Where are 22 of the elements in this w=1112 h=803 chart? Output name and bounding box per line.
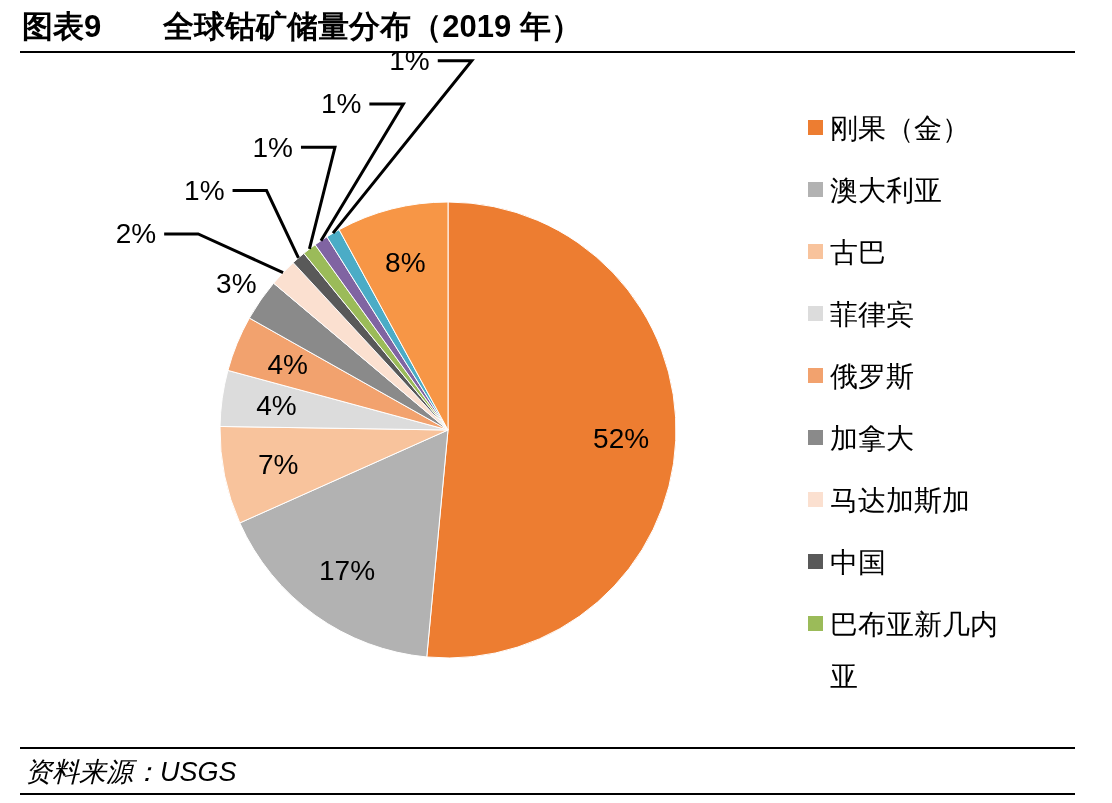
data-label: 8% xyxy=(385,246,426,278)
data-label: 17% xyxy=(319,555,376,587)
chart-title: 图表9 全球钴矿储量分布（2019 年） xyxy=(22,8,582,44)
data-label: 4% xyxy=(267,348,308,380)
legend-label: 中国 xyxy=(830,546,886,578)
data-label: 4% xyxy=(256,390,297,422)
legend-label: 菲律宾 xyxy=(830,298,914,330)
legend-label: 古巴 xyxy=(830,236,886,268)
text: 资料来源：USGS xyxy=(25,757,237,787)
legend-label: 俄罗斯 xyxy=(830,360,914,392)
data-label: 3% xyxy=(216,267,257,299)
data-label: 1% xyxy=(320,88,362,120)
data-label: 1% xyxy=(252,131,293,163)
legend-label: 刚果（金） xyxy=(830,112,970,144)
legend-label: 巴布亚新几内亚 xyxy=(830,608,998,692)
data-label: 2% xyxy=(115,218,157,250)
legend-label: 澳大利亚 xyxy=(830,174,942,206)
legend-label: 加拿大 xyxy=(830,422,914,454)
data-label: 52% xyxy=(593,422,650,454)
data-label: 7% xyxy=(258,449,299,481)
legend-label: 马达加斯加 xyxy=(830,484,970,516)
data-label: 1% xyxy=(184,175,225,207)
